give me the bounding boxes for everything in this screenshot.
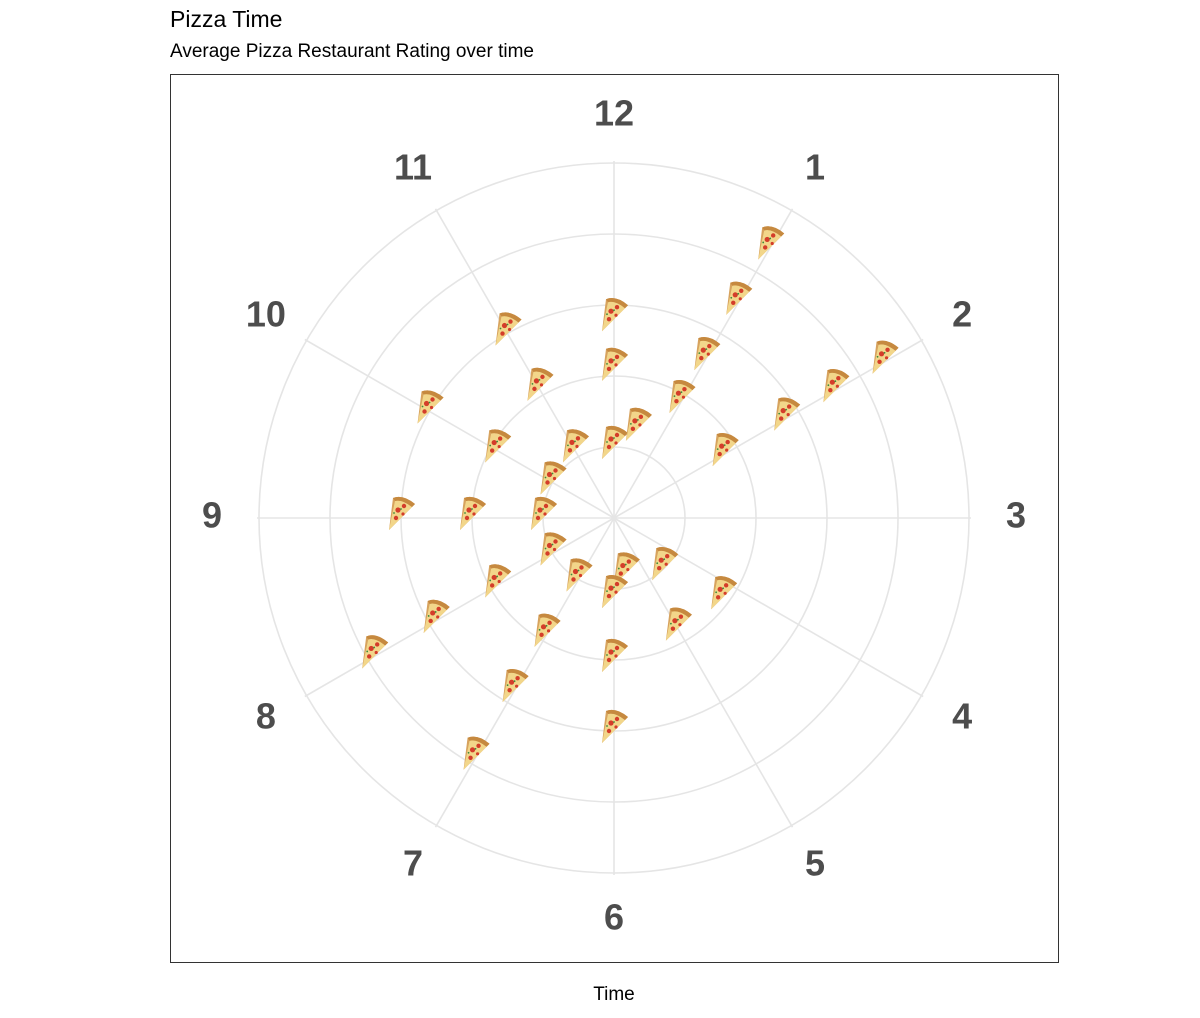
grid-spoke — [304, 517, 615, 698]
theta-tick-label: 7 — [403, 843, 423, 884]
theta-tick-label: 6 — [604, 897, 624, 938]
grid-spoke — [613, 338, 924, 519]
grid-spoke — [613, 517, 794, 828]
pizza-point — [758, 226, 785, 260]
pizza-point — [652, 547, 679, 581]
pizza-points — [362, 226, 899, 770]
pizza-point — [694, 336, 721, 371]
pizza-point — [417, 390, 444, 424]
pizza-point — [463, 736, 490, 770]
pizza-point — [602, 425, 628, 459]
x-axis-label: Time — [593, 984, 635, 1005]
pizza-point — [566, 558, 593, 592]
theta-tick-label: 1 — [805, 146, 825, 187]
pizza-point — [485, 429, 512, 463]
pizza-point — [602, 574, 628, 609]
pizza-point — [534, 613, 561, 647]
grid-spoke — [613, 517, 924, 698]
grid-spoke — [613, 208, 794, 519]
pizza-point — [460, 496, 486, 530]
pizza-point — [502, 669, 529, 703]
pizza-point — [362, 635, 389, 669]
pizza-point — [823, 369, 850, 403]
pizza-point — [726, 281, 753, 315]
theta-tick-label: 12 — [594, 93, 634, 134]
theta-tick-label: 11 — [394, 146, 432, 187]
chart-title: Pizza Time — [170, 6, 283, 32]
pizza-point — [711, 576, 738, 610]
pizza-point — [423, 599, 450, 633]
theta-tick-label: 10 — [246, 294, 286, 335]
theta-tick-label: 8 — [256, 696, 276, 737]
chart-subtitle: Average Pizza Restaurant Rating over tim… — [170, 41, 534, 62]
pizza-point — [389, 496, 415, 530]
grid-spoke — [304, 338, 615, 519]
pizza-point — [485, 564, 512, 598]
pizza-point — [774, 397, 801, 431]
pizza-point — [540, 532, 567, 566]
theta-tick-label: 5 — [805, 843, 825, 884]
pizza-point — [665, 607, 692, 641]
pizza-point — [669, 380, 696, 414]
pizza-point — [625, 407, 652, 441]
theta-tick-label: 9 — [202, 495, 222, 536]
pizza-point — [602, 298, 628, 332]
pizza-point — [712, 432, 739, 467]
pizza-point — [602, 709, 628, 743]
grid-spoke — [434, 208, 615, 519]
theta-tick-label: 4 — [952, 696, 972, 737]
theta-tick-label: 2 — [952, 294, 972, 335]
pizza-point — [602, 638, 628, 672]
pizza-point — [540, 461, 567, 495]
pizza-point — [872, 340, 899, 374]
polar-grid — [257, 161, 971, 875]
plot-panel — [170, 74, 1059, 963]
theta-tick-label: 3 — [1006, 495, 1026, 536]
pizza-point — [495, 312, 522, 346]
